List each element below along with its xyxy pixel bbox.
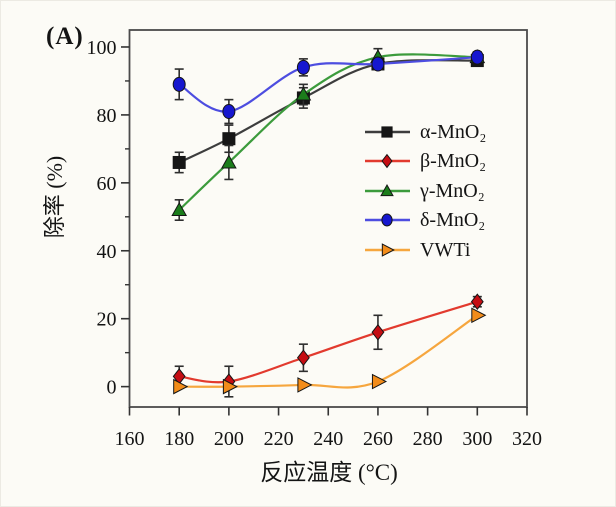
diamond-marker xyxy=(371,323,385,341)
triangle-right-marker xyxy=(297,377,313,393)
x-tick-label: 240 xyxy=(313,428,343,450)
triangle-up-marker xyxy=(380,183,394,196)
circle-marker xyxy=(222,104,236,120)
square-marker xyxy=(222,132,236,146)
series-VWTi xyxy=(173,307,487,395)
legend-item-alpha-MnO2: α-MnO₂ xyxy=(364,117,486,147)
diamond-marker xyxy=(470,293,484,311)
legend-label: δ-MnO₂ xyxy=(420,209,486,232)
triangle-up-marker xyxy=(295,86,312,101)
legend-swatch-triangle-up xyxy=(365,183,410,196)
x-tick-label: 300 xyxy=(462,428,492,450)
x-tick-label: 160 xyxy=(115,428,145,450)
circle-marker xyxy=(470,49,484,65)
series-delta-MnO2 xyxy=(172,49,484,125)
x-tick-label: 220 xyxy=(264,428,294,450)
panel-label: (A) xyxy=(46,23,84,50)
x-tick-label: 200 xyxy=(214,428,244,450)
legend-swatch-square xyxy=(365,126,410,138)
triangle-right-marker xyxy=(381,242,395,257)
triangle-right-marker xyxy=(222,378,238,395)
x-tick-label: 180 xyxy=(164,428,194,450)
legend-item-beta-MnO2: β-MnO₂ xyxy=(364,147,486,177)
triangle-right-marker xyxy=(371,373,388,390)
legend-label: β-MnO₂ xyxy=(420,150,487,173)
circle-marker xyxy=(381,213,393,227)
y-tick-label: 20 xyxy=(97,309,117,331)
circle-marker xyxy=(172,76,186,92)
diamond-marker xyxy=(381,154,393,169)
y-tick-label: 100 xyxy=(87,37,117,59)
x-axis-ticks: 160 180 200 220 240 260 280 300 320 xyxy=(115,407,542,450)
legend-label: α-MnO₂ xyxy=(420,120,487,143)
circle-marker xyxy=(296,59,310,75)
legend: α-MnO₂ β-MnO₂ γ-MnO₂ δ-MnO₂ VWTi xyxy=(364,117,486,265)
y-tick-label: 80 xyxy=(97,105,117,127)
circle-marker xyxy=(371,56,385,72)
x-axis-label: 反应温度 (°C) xyxy=(260,460,398,485)
triangle-up-marker xyxy=(171,201,188,217)
legend-item-delta-MnO2: δ-MnO₂ xyxy=(364,206,486,236)
x-tick-label: 320 xyxy=(512,428,542,450)
legend-label: γ-MnO₂ xyxy=(420,179,485,202)
legend-item-gamma-MnO2: γ-MnO₂ xyxy=(364,176,486,206)
legend-swatch-diamond xyxy=(365,154,410,169)
y-axis-ticks: 0 20 40 60 80 100 xyxy=(87,37,130,399)
diamond-marker xyxy=(296,349,310,367)
y-tick-label: 60 xyxy=(97,173,117,195)
legend-swatch-triangle-right xyxy=(365,242,410,257)
triangle-right-marker xyxy=(173,378,189,395)
square-marker xyxy=(172,155,186,169)
y-tick-label: 0 xyxy=(107,377,117,399)
y-axis-label: 除率 (%) xyxy=(42,155,67,239)
legend-item-VWTi: VWTi xyxy=(364,235,486,265)
x-tick-label: 260 xyxy=(363,428,393,450)
series-line-VWTi xyxy=(179,314,478,389)
legend-swatch-circle xyxy=(365,213,410,227)
y-tick-label: 40 xyxy=(97,241,117,263)
x-tick-label: 280 xyxy=(413,428,443,450)
triangle-right-marker xyxy=(471,307,487,324)
legend-label: VWTi xyxy=(420,238,471,261)
series-line-beta-MnO2 xyxy=(179,300,478,384)
square-marker xyxy=(381,126,393,138)
triangle-up-marker xyxy=(221,154,237,169)
